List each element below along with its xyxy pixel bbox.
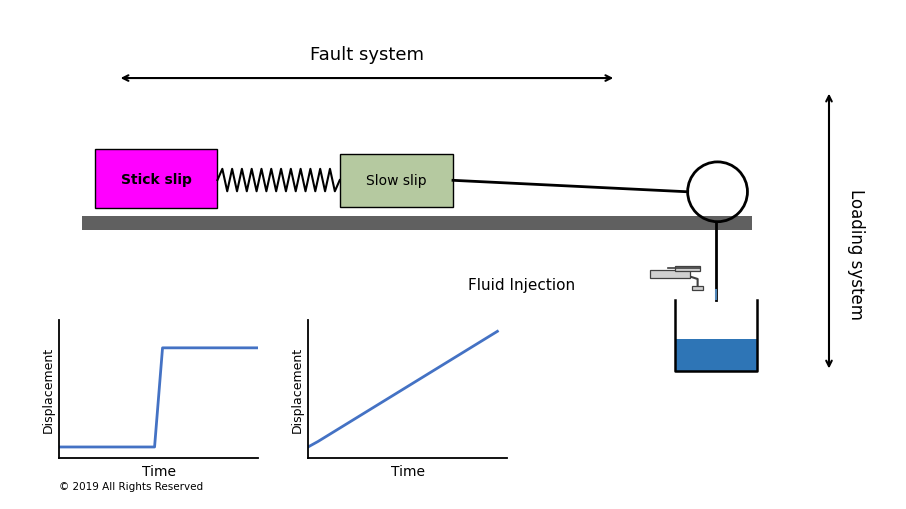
Text: Stick slip: Stick slip	[120, 173, 192, 186]
Y-axis label: Displacement: Displacement	[42, 347, 54, 432]
Bar	[340, 154, 453, 208]
Bar	[692, 287, 703, 291]
Text: Loading system: Loading system	[847, 189, 865, 320]
Bar	[95, 150, 217, 209]
X-axis label: Time: Time	[390, 464, 425, 477]
Y-axis label: Displacement: Displacement	[291, 347, 304, 432]
Text: Fluid Injection: Fluid Injection	[468, 277, 575, 293]
Bar	[650, 270, 690, 278]
Bar	[675, 340, 757, 372]
Text: © 2019 All Rights Reserved: © 2019 All Rights Reserved	[59, 481, 203, 491]
Text: Slow slip: Slow slip	[366, 174, 427, 188]
Bar	[675, 266, 700, 271]
Text: Fault system: Fault system	[310, 46, 424, 64]
Bar	[82, 216, 752, 231]
X-axis label: Time: Time	[141, 464, 176, 477]
